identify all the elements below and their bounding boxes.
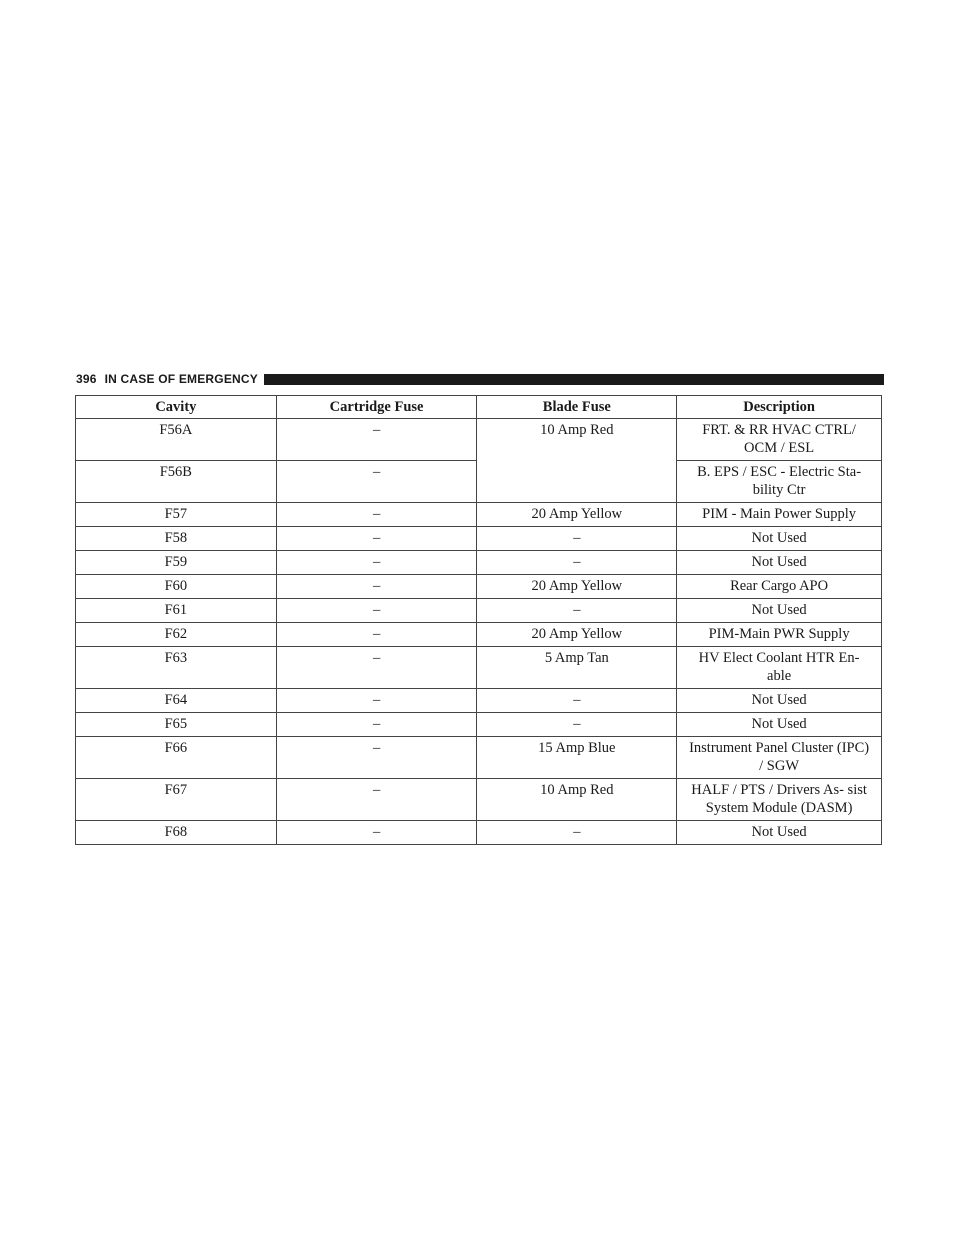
cartridge-cell: – <box>275 502 478 527</box>
description-cell: HALF / PTS / Drivers As- sist System Mod… <box>676 778 882 821</box>
description-cell: PIM-Main PWR Supply <box>676 622 882 647</box>
blade-cell: 15 Amp Blue <box>476 736 678 779</box>
cavity-cell: F62 <box>75 622 277 647</box>
cartridge-cell: – <box>275 598 478 623</box>
table-row: F63 – 5 Amp Tan HV Elect Coolant HTR En-… <box>75 646 882 689</box>
table-row: F67 – 10 Amp Red HALF / PTS / Drivers As… <box>75 778 882 821</box>
blade-cell: 10 Amp Red <box>476 778 678 821</box>
table-row: F62 – 20 Amp Yellow PIM-Main PWR Supply <box>75 622 882 647</box>
cartridge-cell: – <box>275 688 478 713</box>
table-row: F58 – – Not Used <box>75 526 882 551</box>
table-row: F64 – – Not Used <box>75 688 882 713</box>
section-title: IN CASE OF EMERGENCY <box>104 372 258 386</box>
cartridge-cell: – <box>275 550 478 575</box>
table-row: F66 – 15 Amp Blue Instrument Panel Clust… <box>75 736 882 779</box>
table-row: F56A – 10 Amp Red FRT. & RR HVAC CTRL/ O… <box>75 418 882 461</box>
cartridge-cell: – <box>275 526 478 551</box>
cavity-cell: F56A <box>75 418 277 461</box>
blade-cell: 20 Amp Yellow <box>476 502 678 527</box>
description-cell: Not Used <box>676 820 882 845</box>
description-cell: Not Used <box>676 550 882 575</box>
blade-cell: – <box>476 688 678 713</box>
table-row: F59 – – Not Used <box>75 550 882 575</box>
cavity-cell: F68 <box>75 820 277 845</box>
column-header-description: Description <box>676 395 882 419</box>
page-number: 396 <box>76 372 97 386</box>
cavity-cell: F61 <box>75 598 277 623</box>
blade-cell: – <box>476 526 678 551</box>
page-header: 396 IN CASE OF EMERGENCY <box>76 371 884 387</box>
column-header-blade-fuse: Blade Fuse <box>476 395 678 419</box>
cartridge-cell: – <box>275 574 478 599</box>
cartridge-cell: – <box>275 418 478 461</box>
description-cell: Instrument Panel Cluster (IPC) / SGW <box>676 736 882 779</box>
cavity-cell: F67 <box>75 778 277 821</box>
cavity-cell: F60 <box>75 574 277 599</box>
blade-cell: 10 Amp Red <box>476 418 678 461</box>
column-header-cartridge-fuse: Cartridge Fuse <box>275 395 478 419</box>
table-row: F57 – 20 Amp Yellow PIM - Main Power Sup… <box>75 502 882 527</box>
description-cell: Rear Cargo APO <box>676 574 882 599</box>
description-cell: PIM - Main Power Supply <box>676 502 882 527</box>
table-row: F61 – – Not Used <box>75 598 882 623</box>
fuse-table: Cavity Cartridge Fuse Blade Fuse Descrip… <box>75 395 882 845</box>
description-cell: B. EPS / ESC - Electric Sta- bility Ctr <box>676 460 882 503</box>
cartridge-cell: – <box>275 622 478 647</box>
description-cell: HV Elect Coolant HTR En- able <box>676 646 882 689</box>
blade-cell: – <box>476 598 678 623</box>
cavity-cell: F57 <box>75 502 277 527</box>
blade-cell: 20 Amp Yellow <box>476 574 678 599</box>
cartridge-cell: – <box>275 778 478 821</box>
header-rule <box>263 373 884 385</box>
description-cell: Not Used <box>676 712 882 737</box>
table-row: F65 – – Not Used <box>75 712 882 737</box>
blade-cell: – <box>476 550 678 575</box>
cartridge-cell: – <box>275 460 478 503</box>
cavity-cell: F66 <box>75 736 277 779</box>
cavity-cell: F58 <box>75 526 277 551</box>
blade-cell: – <box>476 712 678 737</box>
table-row: F68 – – Not Used <box>75 820 882 845</box>
cavity-cell: F59 <box>75 550 277 575</box>
table-row: F56B – B. EPS / ESC - Electric Sta- bili… <box>75 460 882 503</box>
cartridge-cell: – <box>275 712 478 737</box>
cavity-cell: F63 <box>75 646 277 689</box>
cavity-cell: F56B <box>75 460 277 503</box>
blade-cell <box>476 460 678 503</box>
blade-cell: – <box>476 820 678 845</box>
cartridge-cell: – <box>275 646 478 689</box>
column-header-cavity: Cavity <box>75 395 277 419</box>
blade-cell: 5 Amp Tan <box>476 646 678 689</box>
description-cell: Not Used <box>676 598 882 623</box>
cavity-cell: F64 <box>75 688 277 713</box>
cavity-cell: F65 <box>75 712 277 737</box>
cartridge-cell: – <box>275 820 478 845</box>
description-cell: Not Used <box>676 688 882 713</box>
description-cell: FRT. & RR HVAC CTRL/ OCM / ESL <box>676 418 882 461</box>
description-cell: Not Used <box>676 526 882 551</box>
table-row: F60 – 20 Amp Yellow Rear Cargo APO <box>75 574 882 599</box>
table-header-row: Cavity Cartridge Fuse Blade Fuse Descrip… <box>75 395 882 419</box>
cartridge-cell: – <box>275 736 478 779</box>
blade-cell: 20 Amp Yellow <box>476 622 678 647</box>
